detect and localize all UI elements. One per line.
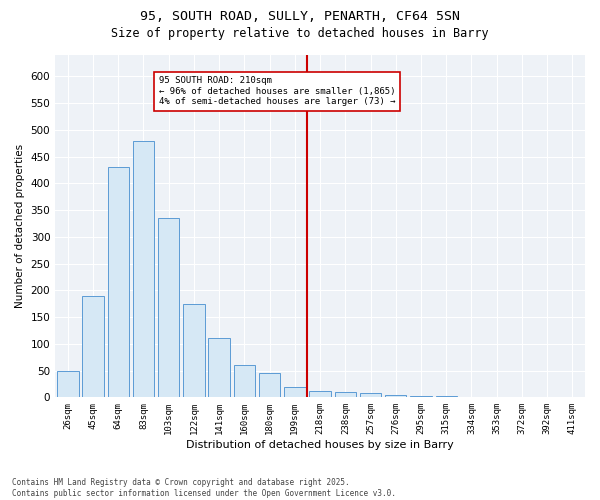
Text: Size of property relative to detached houses in Barry: Size of property relative to detached ho… bbox=[111, 28, 489, 40]
Bar bbox=[335, 392, 356, 398]
Bar bbox=[310, 391, 331, 398]
Bar bbox=[385, 394, 406, 398]
X-axis label: Distribution of detached houses by size in Barry: Distribution of detached houses by size … bbox=[186, 440, 454, 450]
Bar bbox=[436, 396, 457, 398]
Bar bbox=[410, 396, 432, 398]
Text: Contains HM Land Registry data © Crown copyright and database right 2025.
Contai: Contains HM Land Registry data © Crown c… bbox=[12, 478, 396, 498]
Text: 95, SOUTH ROAD, SULLY, PENARTH, CF64 5SN: 95, SOUTH ROAD, SULLY, PENARTH, CF64 5SN bbox=[140, 10, 460, 23]
Bar bbox=[133, 140, 154, 398]
Bar bbox=[486, 397, 508, 398]
Bar bbox=[107, 168, 129, 398]
Text: 95 SOUTH ROAD: 210sqm
← 96% of detached houses are smaller (1,865)
4% of semi-de: 95 SOUTH ROAD: 210sqm ← 96% of detached … bbox=[158, 76, 395, 106]
Bar bbox=[57, 370, 79, 398]
Bar bbox=[208, 338, 230, 398]
Bar bbox=[82, 296, 104, 398]
Bar bbox=[158, 218, 179, 398]
Bar bbox=[461, 397, 482, 398]
Bar bbox=[183, 304, 205, 398]
Bar bbox=[536, 397, 558, 398]
Y-axis label: Number of detached properties: Number of detached properties bbox=[15, 144, 25, 308]
Bar bbox=[259, 374, 280, 398]
Bar bbox=[360, 393, 381, 398]
Bar bbox=[233, 365, 255, 398]
Bar bbox=[284, 386, 305, 398]
